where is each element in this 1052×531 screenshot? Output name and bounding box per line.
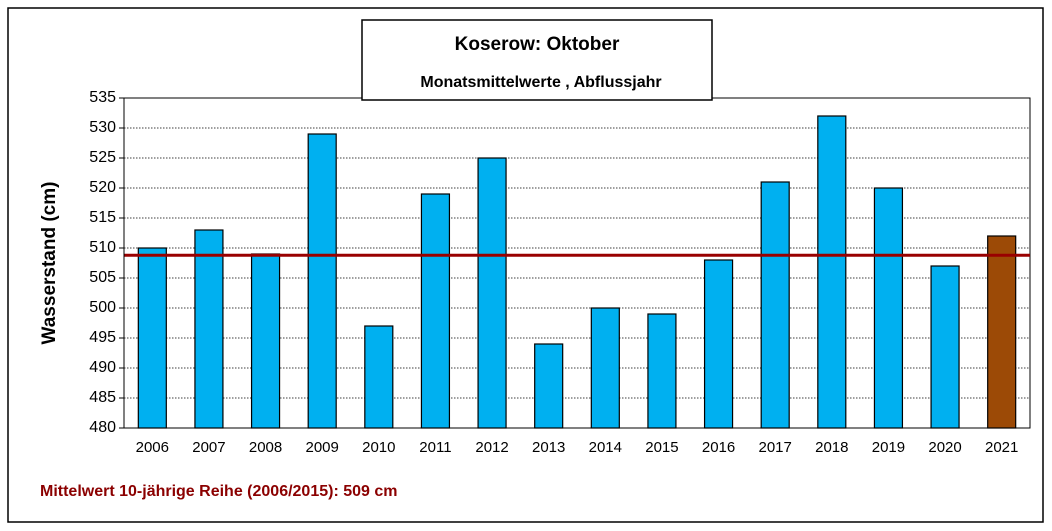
y-axis-label: Wasserstand (cm) (39, 182, 60, 345)
x-tick-label: 2020 (928, 439, 961, 456)
bar (194, 229, 224, 429)
x-tick-label: 2014 (589, 439, 622, 456)
x-tick-label: 2008 (249, 439, 282, 456)
chart-subtitle: Monatsmittelwerte , Abflussjahr (420, 74, 661, 91)
x-tick-label: 2016 (702, 439, 735, 456)
title-box: Koserow: Oktober Monatsmittelwerte , Abf… (361, 19, 713, 101)
annotation: Mittelwert 10-jährige Reihe (2006/2015):… (40, 483, 398, 500)
bar (364, 325, 394, 429)
bar (137, 247, 167, 429)
bar (760, 181, 790, 429)
x-tick-label: 2009 (306, 439, 339, 456)
y-tick-label: 530 (89, 119, 116, 136)
y-tick-label: 505 (89, 269, 116, 286)
bar (590, 307, 620, 429)
bar (420, 193, 451, 429)
chart-title: Koserow: Oktober (455, 34, 620, 55)
bar (477, 157, 507, 429)
bar (873, 187, 904, 429)
y-tick-label: 485 (89, 389, 116, 406)
x-tick-label: 2007 (192, 439, 225, 456)
y-tick-label: 535 (89, 89, 116, 106)
x-tick-label: 2011 (419, 439, 451, 456)
y-tick-label: 520 (89, 179, 116, 196)
bar (987, 235, 1017, 429)
y-tick-label: 525 (89, 149, 116, 166)
x-tick-label: 2012 (475, 439, 508, 456)
bar (534, 343, 564, 429)
y-tick-label: 500 (89, 299, 116, 316)
y-tick-label: 510 (89, 239, 116, 256)
y-tick-label: 515 (89, 209, 116, 226)
x-tick-label: 2015 (645, 439, 678, 456)
x-tick-label: 2006 (136, 439, 169, 456)
x-tick-label: 2010 (362, 439, 395, 456)
bar (307, 133, 337, 429)
x-tick-label: 2018 (815, 439, 848, 456)
x-tick-label: 2017 (759, 439, 792, 456)
bar (703, 259, 734, 429)
x-tick-label: 2019 (872, 439, 905, 456)
bar (250, 253, 281, 429)
x-tick-label: 2013 (532, 439, 565, 456)
bar (647, 313, 677, 429)
y-tick-label: 495 (89, 329, 116, 346)
x-tick-label: 2021 (985, 439, 1018, 456)
y-tick-label: 490 (89, 359, 116, 376)
y-tick-label: 480 (89, 419, 116, 436)
title-frame (361, 19, 713, 101)
bar (817, 115, 847, 429)
bar (930, 265, 960, 429)
